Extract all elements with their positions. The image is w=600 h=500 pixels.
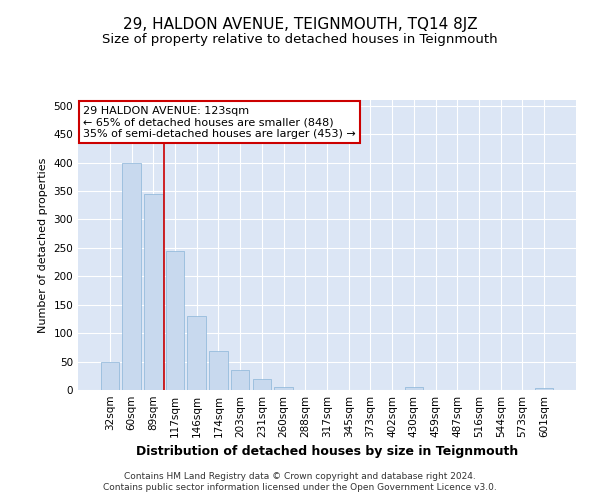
Text: 29 HALDON AVENUE: 123sqm
← 65% of detached houses are smaller (848)
35% of semi-: 29 HALDON AVENUE: 123sqm ← 65% of detach…: [83, 106, 356, 139]
Bar: [101, 362, 119, 390]
Y-axis label: Number of detached properties: Number of detached properties: [38, 158, 48, 332]
Bar: [209, 352, 227, 390]
Bar: [166, 250, 184, 390]
Bar: [187, 316, 206, 390]
Bar: [274, 386, 293, 390]
Text: Contains public sector information licensed under the Open Government Licence v3: Contains public sector information licen…: [103, 484, 497, 492]
Text: Contains HM Land Registry data © Crown copyright and database right 2024.: Contains HM Land Registry data © Crown c…: [124, 472, 476, 481]
Text: Size of property relative to detached houses in Teignmouth: Size of property relative to detached ho…: [102, 32, 498, 46]
Bar: [122, 162, 141, 390]
Bar: [144, 194, 163, 390]
Bar: [535, 388, 553, 390]
Bar: [253, 378, 271, 390]
Text: 29, HALDON AVENUE, TEIGNMOUTH, TQ14 8JZ: 29, HALDON AVENUE, TEIGNMOUTH, TQ14 8JZ: [122, 18, 478, 32]
X-axis label: Distribution of detached houses by size in Teignmouth: Distribution of detached houses by size …: [136, 446, 518, 458]
Bar: [404, 387, 423, 390]
Bar: [231, 370, 250, 390]
